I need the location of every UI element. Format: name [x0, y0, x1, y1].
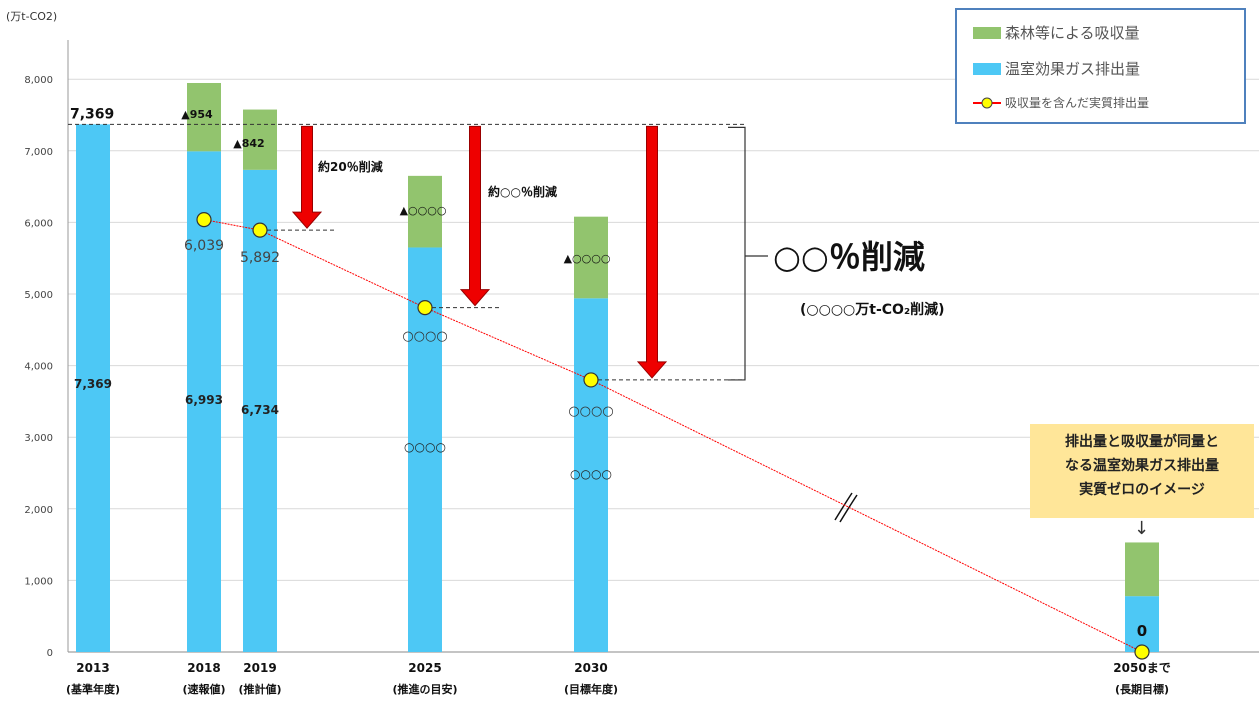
legend-label: 温室効果ガス排出量: [1005, 60, 1141, 78]
reduction-arrow: [291, 125, 323, 229]
reduction-arrow: [459, 125, 491, 307]
bar-emissions: [76, 124, 110, 653]
bar-absorption: [243, 109, 277, 170]
reduction-bracket: [728, 126, 746, 381]
absorption-label: ▲○○○○: [400, 204, 447, 217]
legend-net-marker: [973, 97, 1001, 108]
reduction-label: 約○○％削減: [488, 184, 557, 199]
note-line: なる温室効果ガス排出量: [1065, 458, 1219, 474]
reduction-label: 約20％削減: [318, 159, 383, 174]
net-zero-note: 排出量と吸収量が同量と なる温室効果ガス排出量 実質ゼロのイメージ: [1030, 424, 1254, 518]
y-tick-label: 4,000: [24, 362, 53, 373]
y-axis-unit-label: (万t-CO2): [6, 10, 57, 23]
x-tick-sublabel: (基準年度): [66, 682, 120, 696]
y-tick-label: 0: [47, 648, 53, 659]
x-tick-sublabel: (推進の目安): [392, 682, 457, 696]
absorption-label: ▲842: [233, 137, 264, 150]
bar-value-label: 6,734: [241, 403, 279, 417]
legend-swatch-emissions: [973, 62, 1001, 75]
axis-break-mark: [834, 492, 858, 523]
legend-item-emissions: 温室効果ガス排出量: [973, 58, 1140, 79]
net-emission-point: [1134, 644, 1150, 660]
y-tick-label: 2,000: [24, 505, 53, 516]
net-emission-point: [196, 212, 212, 228]
x-tick-label: 2013: [76, 661, 109, 675]
legend-item-net: 吸収量を含んだ実質排出量: [973, 94, 1149, 111]
y-tick-label: 3,000: [24, 433, 53, 444]
net-emission-point: [252, 222, 268, 238]
net-emission-point: [583, 372, 599, 388]
net-value-label: 6,039: [184, 238, 224, 254]
net-value-label: 5,892: [240, 250, 280, 266]
legend-swatch-absorption: [973, 26, 1001, 39]
bar-absorption: [408, 175, 442, 248]
big-reduction-sublabel: (○○○○万t-CO₂削減): [800, 301, 944, 318]
x-tick-label: 2030: [574, 661, 607, 675]
net-emission-line: [203, 219, 1143, 653]
absorption-label: ▲○○○○: [564, 252, 611, 265]
y-tick-label: 8,000: [24, 75, 53, 86]
bar-value-label: ○○○○: [402, 329, 447, 344]
bar-value-label: ○○○○: [568, 404, 613, 419]
legend-label: 森林等による吸収量: [1005, 24, 1140, 42]
reduction-arrow: [636, 125, 668, 379]
bar-emissions: [243, 169, 277, 653]
bar-value-label: ○○○○: [404, 440, 446, 454]
absorption-label: ▲954: [181, 108, 213, 121]
y-tick-label: 7,000: [24, 147, 53, 158]
x-tick-label: 2019: [243, 661, 276, 675]
x-tick-sublabel: (推計値): [238, 682, 281, 696]
note-arrow: ↓: [1134, 518, 1150, 539]
x-tick-label: 2050まで: [1113, 661, 1170, 675]
note-line: 排出量と吸収量が同量と: [1065, 434, 1219, 450]
bar-value-label: 7,369: [74, 377, 112, 391]
x-tick-label: 2018: [187, 661, 220, 675]
big-reduction-label: ○○％削減: [773, 238, 925, 276]
bar-absorption: [187, 82, 221, 152]
y-tick-label: 1,000: [24, 576, 53, 587]
bar-absorption: [1125, 542, 1159, 597]
bar-value-label: ○○○○: [570, 467, 612, 481]
x-tick-sublabel: (速報値): [182, 682, 225, 696]
legend-label: 吸収量を含んだ実質排出量: [1005, 96, 1150, 110]
bar-absorption: [574, 216, 608, 299]
bar-emissions: [574, 298, 608, 652]
bar-value-label: 6,993: [185, 393, 223, 407]
note-line: 実質ゼロのイメージ: [1079, 482, 1205, 498]
base-value-label: 7,369: [70, 106, 114, 122]
x-tick-sublabel: (長期目標): [1115, 682, 1169, 696]
bar-emissions: [1125, 596, 1159, 652]
bar-emissions: [187, 151, 221, 652]
legend-item-absorption: 森林等による吸収量: [973, 22, 1140, 43]
legend: 森林等による吸収量 温室効果ガス排出量 吸収量を含んだ実質排出量: [955, 8, 1246, 124]
x-tick-sublabel: (目標年度): [564, 682, 618, 696]
x-tick-label: 2025: [408, 661, 441, 675]
y-tick-label: 6,000: [24, 218, 53, 229]
y-tick-label: 5,000: [24, 290, 53, 301]
net-value-label: 0: [1137, 622, 1147, 640]
net-emission-point: [417, 300, 433, 316]
